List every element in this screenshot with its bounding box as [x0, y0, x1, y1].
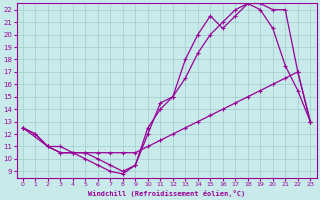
X-axis label: Windchill (Refroidissement éolien,°C): Windchill (Refroidissement éolien,°C) [88, 190, 245, 197]
